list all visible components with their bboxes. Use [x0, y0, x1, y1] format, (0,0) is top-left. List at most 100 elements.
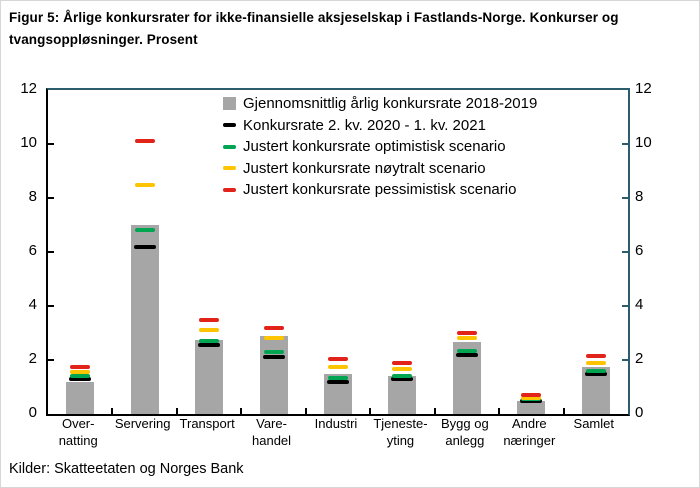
y-tick-left-8 — [48, 197, 54, 199]
y-axis-label-right-8: 8 — [635, 188, 644, 205]
legend-swatch-yellow — [223, 166, 236, 171]
legend-swatch-bar — [223, 97, 236, 111]
x-tick-1 — [111, 408, 114, 414]
y-axis-label-right-2: 2 — [635, 350, 644, 367]
bar-tjenesteyting — [388, 376, 417, 414]
x-axis-label-bygg-og-anlegg: Bygg og anlegg — [441, 416, 489, 448]
red-marker-transport — [199, 317, 220, 322]
y-tick-right-6 — [622, 251, 628, 253]
x-tick-6 — [433, 408, 436, 414]
legend-item-justert-konkursrate-pessimistisk-scenari: Justert konkursrate pessimistisk scenari… — [223, 179, 537, 201]
legend-swatch-green — [223, 144, 236, 149]
y-tick-right-2 — [622, 359, 628, 361]
black-marker-bygg-og-anlegg — [455, 352, 478, 357]
x-axis-label-servering: Servering — [114, 416, 171, 431]
y-tick-right-8 — [622, 197, 628, 199]
y-axis-label-right-4: 4 — [635, 296, 644, 313]
legend-label: Justert konkursrate optimistisk scenario — [243, 138, 506, 156]
red-marker-andre-næringer — [521, 393, 542, 398]
y-axis-label-left-12: 12 — [20, 80, 37, 97]
x-axis-label-samlet: Samlet — [573, 416, 614, 431]
yellow-marker-transport — [199, 328, 220, 333]
black-marker-tjenesteyting — [391, 376, 414, 381]
red-marker-samlet — [585, 353, 606, 358]
yellow-marker-overnatting — [70, 370, 91, 375]
y-axis-label-right-0: 0 — [635, 404, 644, 421]
red-marker-overnatting — [70, 364, 91, 369]
y-axis-label-right-6: 6 — [635, 242, 644, 259]
x-axis-label-transport: Transport — [179, 416, 235, 431]
y-tick-left-10 — [48, 143, 54, 145]
green-marker-transport — [199, 339, 220, 344]
green-marker-samlet — [585, 368, 606, 373]
red-marker-servering — [134, 139, 155, 144]
y-axis-label-left-2: 2 — [28, 350, 37, 367]
yellow-marker-bygg-og-anlegg — [456, 336, 477, 341]
y-tick-right-4 — [622, 305, 628, 307]
x-tick-4 — [304, 408, 307, 414]
green-marker-tjenesteyting — [392, 374, 413, 379]
green-marker-industri — [328, 375, 348, 380]
yellow-marker-industri — [328, 364, 348, 369]
red-marker-bygg-og-anlegg — [456, 331, 477, 335]
yellow-marker-tjenesteyting — [392, 367, 413, 372]
red-marker-tjenesteyting — [392, 360, 413, 365]
legend-label: Justert konkursrate pessimistisk scenari… — [243, 181, 517, 199]
x-tick-2 — [175, 408, 178, 414]
y-axis-label-left-4: 4 — [28, 296, 37, 313]
y-axis-label-right-10: 10 — [635, 134, 652, 151]
bar-varehandel — [259, 335, 288, 414]
black-marker-overnatting — [69, 376, 92, 381]
bar-andre-næringer — [517, 400, 546, 414]
x-axis-label-industri: Industri — [314, 416, 358, 431]
red-marker-varehandel — [263, 325, 284, 330]
legend-label: Justert konkursrate nøytralt scenario — [243, 159, 486, 177]
x-axis-label-varehandel: Vare- handel — [252, 416, 292, 448]
legend-item-konkursrate-2-kv-2020-1-kv-2021: Konkursrate 2. kv. 2020 - 1. kv. 2021 — [223, 115, 537, 137]
green-marker-bygg-og-anlegg — [456, 348, 477, 353]
figure-title: Figur 5: Årlige konkursrater for ikke-fi… — [9, 10, 619, 48]
green-marker-servering — [134, 228, 155, 233]
bar-transport — [195, 339, 224, 414]
legend-item-gjennomsnittlig-årlig-konkursrate-2018-2: Gjennomsnittlig årlig konkursrate 2018-2… — [223, 93, 537, 115]
bar-overnatting — [66, 381, 95, 414]
chart-legend: Gjennomsnittlig årlig konkursrate 2018-2… — [223, 93, 537, 201]
legend-item-justert-konkursrate-nøytralt-scenario: Justert konkursrate nøytralt scenario — [223, 158, 537, 180]
legend-swatch-red — [223, 187, 236, 192]
black-marker-transport — [198, 343, 221, 348]
x-axis-label-overnatting: Over- natting — [58, 416, 98, 448]
yellow-marker-varehandel — [263, 336, 284, 341]
y-tick-left-2 — [48, 359, 54, 361]
x-axis-label-andre-næringer: Andre næringer — [503, 416, 556, 448]
legend-label: Gjennomsnittlig årlig konkursrate 2018-2… — [243, 95, 538, 113]
red-marker-industri — [328, 356, 348, 361]
x-tick-7 — [498, 408, 501, 414]
legend-label: Konkursrate 2. kv. 2020 - 1. kv. 2021 — [243, 116, 486, 134]
y-axis-label-left-6: 6 — [28, 242, 37, 259]
green-marker-varehandel — [263, 349, 284, 354]
bar-servering — [130, 225, 159, 414]
legend-swatch-black — [223, 123, 236, 128]
y-axis-label-left-10: 10 — [20, 134, 37, 151]
yellow-marker-andre-næringer — [521, 395, 542, 400]
x-tick-3 — [240, 408, 243, 414]
yellow-marker-servering — [134, 182, 155, 187]
black-marker-samlet — [584, 371, 607, 376]
black-marker-varehandel — [262, 355, 285, 360]
y-axis-label-right-12: 12 — [635, 80, 652, 97]
legend-item-justert-konkursrate-optimistisk-scenario: Justert konkursrate optimistisk scenario — [223, 136, 537, 158]
plot-area — [46, 88, 630, 416]
x-tick-5 — [369, 408, 372, 414]
y-axis-label-left-8: 8 — [28, 188, 37, 205]
black-marker-industri — [327, 379, 349, 384]
y-tick-left-4 — [48, 305, 54, 307]
x-tick-8 — [562, 408, 565, 414]
x-axis-label-tjenesteyting: Tjeneste- yting — [373, 416, 428, 448]
green-marker-overnatting — [70, 374, 91, 379]
y-axis-label-left-0: 0 — [28, 404, 37, 421]
y-tick-left-6 — [48, 251, 54, 253]
source-caption: Kilder: Skatteetaten og Norges Bank — [9, 461, 244, 477]
yellow-marker-samlet — [585, 360, 606, 365]
y-tick-right-10 — [622, 143, 628, 145]
